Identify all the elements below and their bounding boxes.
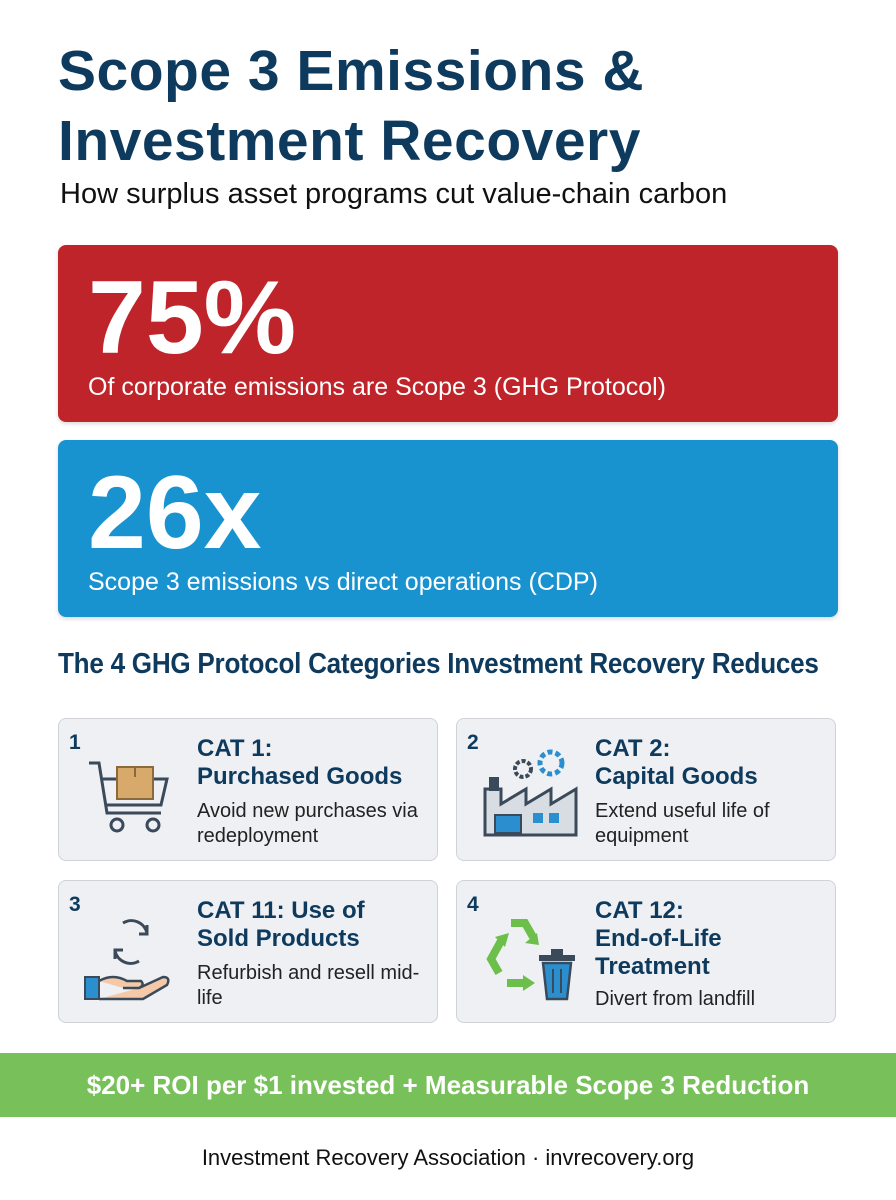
subtitle: How surplus asset programs cut value-cha… <box>60 178 728 210</box>
title-line: Investment Recovery <box>58 109 641 173</box>
card-title-line: CAT 11: Use of <box>197 897 365 924</box>
card-description: Avoid new purchases via redeployment <box>197 800 418 847</box>
card-title: CAT 2: Capital Goods <box>595 735 758 791</box>
card-description: Divert from landfill <box>595 988 756 1010</box>
stat-value: 26x <box>88 455 262 571</box>
factory-icon <box>483 749 578 837</box>
category-card: 4 CAT 12: End-of-Life Treatment Divert f… <box>456 880 836 1023</box>
title-line: Scope 3 Emissions & <box>58 39 645 103</box>
card-title-line: Sold Products <box>197 925 360 952</box>
card-title-line: Treatment <box>595 953 710 980</box>
stat-label: Of corporate emissions are Scope 3 (GHG … <box>88 373 667 401</box>
card-number: 2 <box>467 731 479 754</box>
footer: Investment Recovery Association · invrec… <box>201 1145 695 1170</box>
recycle-icon <box>486 919 575 1001</box>
stat-value: 75% <box>88 260 297 376</box>
title: Scope 3 Emissions & Investment Recovery <box>58 36 644 176</box>
section-title: The 4 GHG Protocol Categories Investment… <box>58 648 819 680</box>
card-description: Extend useful life of equipment <box>595 800 770 847</box>
card-title: CAT 1: Purchased Goods <box>197 735 402 791</box>
category-card: 3 CAT 11: Use of Sold Products Refurbish… <box>58 880 438 1023</box>
card-number: 1 <box>69 731 81 754</box>
card-title-line: CAT 2: <box>595 735 671 762</box>
card-title: CAT 11: Use of Sold Products <box>197 897 365 953</box>
banner: $20+ ROI per $1 invested + Measurable Sc… <box>0 1053 896 1117</box>
stat-card: 26x Scope 3 emissions vs direct operatio… <box>58 440 838 617</box>
card-number: 4 <box>467 893 479 916</box>
card-title-line: CAT 1: <box>197 735 273 762</box>
card-title: CAT 12: End-of-Life Treatment <box>595 897 722 981</box>
stat-card: 75% Of corporate emissions are Scope 3 (… <box>58 245 838 422</box>
category-card: 2 CAT 2: Capital Goods Extend useful lif… <box>456 718 836 861</box>
card-title-line: Capital Goods <box>595 763 758 790</box>
category-card: 1 CAT 1: Purchased Goods Avoid new purch… <box>58 718 438 861</box>
card-description: Refurbish and resell mid-life <box>197 962 420 1009</box>
hand-icon <box>84 919 170 1001</box>
card-title-line: Purchased Goods <box>197 763 403 790</box>
card-title-line: End-of-Life <box>595 925 722 952</box>
card-title-line: CAT 12: <box>595 897 684 924</box>
card-number: 3 <box>69 893 81 916</box>
cart-icon <box>89 761 169 833</box>
stat-label: Scope 3 emissions vs direct operations (… <box>88 568 598 596</box>
